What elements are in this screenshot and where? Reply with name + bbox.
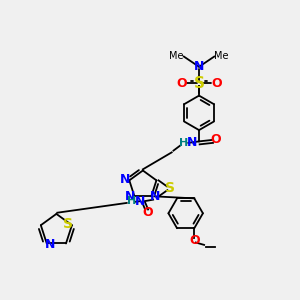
Text: Me: Me: [169, 51, 184, 62]
Text: N: N: [125, 190, 136, 203]
Text: H: H: [127, 196, 136, 206]
Text: N: N: [120, 173, 130, 186]
Text: O: O: [143, 206, 153, 219]
Text: N: N: [134, 195, 145, 208]
Text: S: S: [165, 181, 175, 195]
Text: S: S: [63, 217, 74, 231]
Text: Me: Me: [214, 51, 229, 62]
Text: O: O: [176, 76, 187, 90]
Text: N: N: [187, 136, 197, 149]
Text: N: N: [194, 60, 204, 73]
Text: S: S: [194, 76, 205, 91]
Text: H: H: [179, 138, 188, 148]
Text: N: N: [45, 238, 55, 251]
Text: N: N: [150, 190, 161, 203]
Text: O: O: [212, 76, 222, 90]
Text: O: O: [189, 234, 200, 247]
Text: O: O: [210, 134, 221, 146]
